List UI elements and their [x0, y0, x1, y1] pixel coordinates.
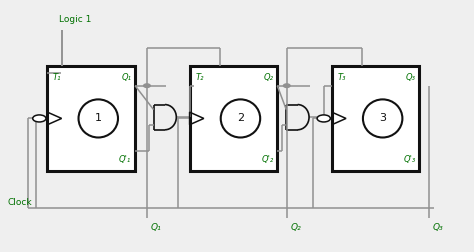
- FancyBboxPatch shape: [190, 66, 277, 171]
- Text: Q₂: Q₂: [264, 73, 273, 82]
- Text: Clock: Clock: [7, 198, 32, 207]
- Text: Q'₂: Q'₂: [261, 155, 273, 164]
- Text: Q₁: Q₁: [121, 73, 131, 82]
- Text: 3: 3: [379, 113, 386, 123]
- Text: 1: 1: [95, 113, 102, 123]
- Text: T₂: T₂: [195, 73, 204, 82]
- Text: Q₁: Q₁: [151, 223, 162, 232]
- Text: 2: 2: [237, 113, 244, 123]
- Text: Q₃: Q₃: [433, 223, 444, 232]
- Ellipse shape: [79, 99, 118, 138]
- Text: Q'₃: Q'₃: [403, 155, 416, 164]
- FancyBboxPatch shape: [47, 66, 135, 171]
- Text: Logic 1: Logic 1: [59, 15, 91, 24]
- Text: Q₃: Q₃: [406, 73, 416, 82]
- Text: T₃: T₃: [337, 73, 346, 82]
- FancyBboxPatch shape: [332, 66, 419, 171]
- Text: T₁: T₁: [53, 73, 62, 82]
- Ellipse shape: [363, 99, 402, 138]
- Circle shape: [317, 115, 330, 122]
- Circle shape: [33, 115, 46, 122]
- Text: Q₂: Q₂: [291, 223, 301, 232]
- Circle shape: [283, 84, 290, 87]
- Ellipse shape: [221, 99, 260, 138]
- Text: Q'₁: Q'₁: [119, 155, 131, 164]
- Circle shape: [144, 84, 150, 87]
